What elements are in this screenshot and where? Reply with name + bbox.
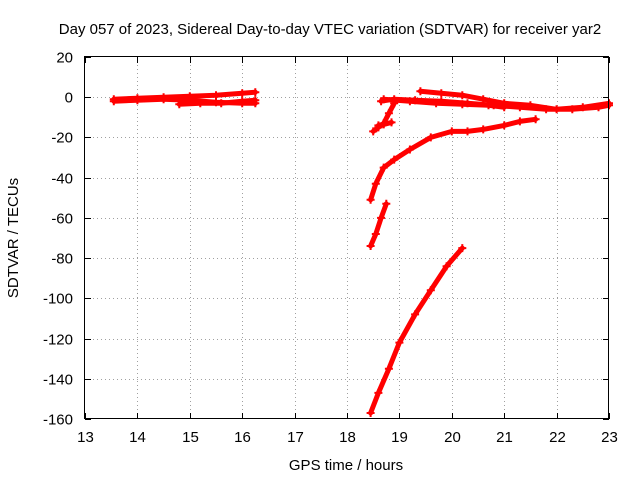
series-short-arc-b: [374, 118, 396, 130]
y-tick-label: 0: [65, 90, 73, 107]
data-point-plus: [500, 121, 509, 130]
data-point-plus: [175, 100, 184, 109]
data-point-plus: [382, 199, 391, 208]
y-tick-label: -100: [43, 291, 73, 308]
data-point-plus: [432, 99, 441, 108]
series-early-arc-c: [175, 96, 260, 109]
y-tick-label: -160: [43, 412, 73, 429]
series-line: [368, 245, 465, 416]
x-axis-ticks: 13 14 15 16 17 18 19 20 21 22 23: [77, 57, 618, 446]
data-point-plus: [251, 96, 260, 105]
data-point-plus: [531, 115, 540, 124]
data-point-plus: [437, 89, 446, 98]
data-point-plus: [458, 100, 467, 109]
data-point-plus: [479, 125, 488, 134]
data-point-plus: [515, 117, 524, 126]
data-point-plus: [484, 101, 493, 110]
series-main-arc-c: [379, 95, 509, 112]
data-point-plus: [374, 388, 383, 397]
x-tick-label: 23: [601, 429, 618, 446]
x-tick-label: 16: [234, 429, 251, 446]
data-point-plus: [369, 127, 378, 136]
y-tick-label: -40: [51, 171, 73, 188]
data-point-plus: [238, 89, 247, 98]
data-point-plus: [405, 97, 414, 106]
data-point-plus: [384, 364, 393, 373]
y-axis-label: SDTVAR / TECUs: [5, 178, 22, 298]
grid-lines: [85, 57, 609, 419]
x-tick-label: 14: [129, 429, 146, 446]
x-tick-label: 19: [391, 429, 408, 446]
data-point-plus: [387, 118, 396, 127]
y-tick-label: -80: [51, 251, 73, 268]
data-point-plus: [479, 95, 488, 104]
x-tick-label: 21: [496, 429, 513, 446]
data-point-plus: [159, 95, 168, 104]
data-point-plus: [217, 99, 226, 108]
data-point-plus: [500, 103, 509, 112]
chart-title: Day 057 of 2023, Sidereal Day-to-day VTE…: [59, 21, 601, 38]
x-tick-label: 17: [287, 429, 304, 446]
series-steep-arc: [366, 199, 391, 250]
data-point-plus: [405, 145, 414, 154]
series-deep-arc: [366, 244, 467, 417]
data-point-plus: [133, 96, 142, 105]
data-point-plus: [426, 286, 435, 295]
data-point-plus: [377, 213, 386, 222]
series-short-arc-a: [369, 99, 399, 136]
x-tick-label: 18: [339, 429, 356, 446]
data-point-plus: [395, 338, 404, 347]
data-point-plus: [366, 242, 375, 250]
y-tick-label: -60: [51, 211, 73, 228]
data-point-plus: [552, 105, 561, 114]
data-point-plus: [526, 101, 535, 110]
data-point-plus: [447, 127, 456, 136]
y-tick-label: -140: [43, 372, 73, 389]
data-point-plus: [371, 179, 380, 188]
data-point-plus: [109, 97, 118, 106]
series-line: [368, 201, 389, 249]
data-point-plus: [196, 99, 205, 108]
data-point-plus: [458, 244, 467, 253]
data-point-plus: [578, 103, 587, 112]
x-tick-label: 13: [77, 429, 94, 446]
data-series: [109, 87, 613, 417]
data-point-plus: [371, 230, 380, 238]
data-point-plus: [384, 109, 393, 118]
data-point-plus: [458, 91, 467, 100]
data-point-plus: [379, 120, 388, 129]
data-point-plus: [366, 195, 375, 204]
data-point-plus: [426, 133, 435, 142]
y-tick-label: -120: [43, 332, 73, 349]
data-point-plus: [366, 409, 375, 417]
x-tick-label: 20: [444, 429, 461, 446]
x-axis-label: GPS time / hours: [289, 457, 403, 474]
data-point-plus: [379, 95, 388, 104]
data-point-plus: [212, 91, 220, 100]
data-point-plus: [379, 163, 388, 172]
data-point-plus: [411, 310, 420, 319]
data-point-plus: [463, 127, 472, 136]
series-descending-arc: [366, 115, 540, 204]
data-point-plus: [416, 87, 425, 96]
plot-frame: [84, 56, 609, 419]
y-axis-ticks: 20 0 -20 -40 -60 -80 -100 -120 -140 -160: [43, 50, 609, 429]
data-point-plus: [390, 155, 399, 164]
x-tick-label: 22: [549, 429, 566, 446]
x-tick-label: 15: [182, 429, 199, 446]
data-point-plus: [390, 99, 399, 108]
data-point-plus: [251, 88, 260, 97]
data-point-plus: [238, 97, 247, 106]
y-tick-label: 20: [56, 50, 73, 67]
y-tick-label: -20: [51, 130, 73, 147]
data-point-plus: [442, 262, 451, 271]
